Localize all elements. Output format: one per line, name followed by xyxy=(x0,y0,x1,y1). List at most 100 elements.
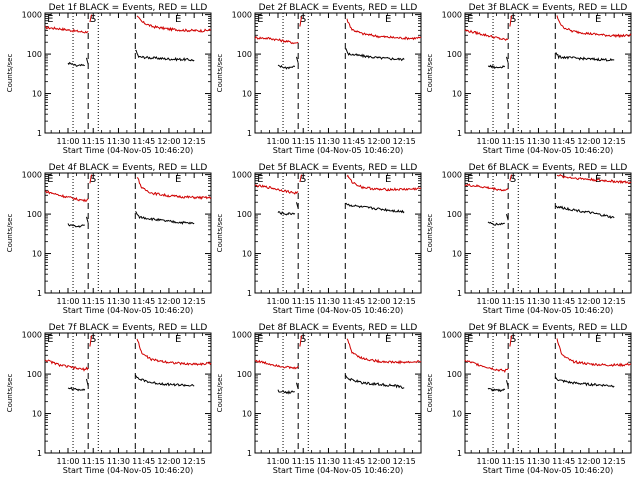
y-tick-label: 1 xyxy=(37,449,42,458)
series-events-line xyxy=(555,205,615,219)
series-events-line xyxy=(345,202,405,214)
chart-title: Det 6f BLACK = Events, RED = LLD xyxy=(469,163,628,173)
marker-S: S xyxy=(300,334,306,345)
plot-frame xyxy=(254,332,422,454)
x-tick-label: 11:45 xyxy=(342,297,365,306)
plot-frame xyxy=(464,12,632,134)
series-lld-line xyxy=(299,335,302,347)
panel-det-1: Det 1f BLACK = Events, RED = LLD 1 10 100 10… xyxy=(6,3,212,155)
series-lld-line xyxy=(89,174,92,184)
y-tick-label: 1 xyxy=(457,289,462,298)
chart-title: Det 9f BLACK = Events, RED = LLD xyxy=(469,323,628,333)
series-events-line xyxy=(86,378,89,387)
series-lld-line xyxy=(89,14,92,23)
x-tick-label: 12:00 xyxy=(577,137,600,146)
series-events-line xyxy=(554,376,615,388)
series-lld-line xyxy=(346,338,422,365)
x-tick-label: 11:15 xyxy=(82,457,105,466)
x-tick-label: 12:15 xyxy=(393,137,416,146)
x-tick-label: 12:15 xyxy=(393,297,416,306)
series-lld-line xyxy=(556,173,632,184)
panel-det-7: Det 7f BLACK = Events, RED = LLD 1 10 100 10… xyxy=(6,323,212,475)
marker-S: S xyxy=(90,174,96,185)
x-tick-label: 11:45 xyxy=(342,137,365,146)
x-tick-label: 11:45 xyxy=(342,457,365,466)
marker-E: E xyxy=(47,174,53,185)
series-lld-line xyxy=(45,25,89,34)
series-events-line xyxy=(487,64,506,70)
marker-E: E xyxy=(175,334,181,345)
plot-frame xyxy=(44,332,212,454)
plot-frame xyxy=(464,172,632,294)
marker-E: E xyxy=(257,14,263,25)
y-tick-label: 100 xyxy=(237,370,252,379)
x-tick-label: 11:15 xyxy=(292,457,315,466)
x-axis-label: Start Time (04-Nov-05 10:46:20) xyxy=(63,466,193,475)
y-tick-label: 1000 xyxy=(232,11,252,20)
series-events-line xyxy=(135,211,195,225)
x-axis-label: Start Time (04-Nov-05 10:46:20) xyxy=(483,306,613,315)
y-axis-label: Counts/sec xyxy=(426,374,434,413)
x-tick-label: 11:00 xyxy=(476,137,499,146)
x-tick-label: 11:30 xyxy=(527,457,550,466)
marker-E: E xyxy=(47,334,53,345)
series-events-line xyxy=(67,386,86,392)
series-events-line xyxy=(296,382,299,390)
chart-title: Det 1f BLACK = Events, RED = LLD xyxy=(49,3,208,13)
x-tick-label: 11:30 xyxy=(317,137,340,146)
y-axis-label: Counts/sec xyxy=(216,374,224,413)
marker-E: E xyxy=(47,14,53,25)
x-tick-label: 12:00 xyxy=(577,297,600,306)
x-tick-label: 12:00 xyxy=(157,297,180,306)
x-axis-label: Start Time (04-Nov-05 10:46:20) xyxy=(63,306,193,315)
x-tick-label: 11:00 xyxy=(56,297,79,306)
x-tick-label: 11:00 xyxy=(476,297,499,306)
x-axis-label: Start Time (04-Nov-05 10:46:20) xyxy=(273,146,403,155)
series-events-line xyxy=(344,374,405,389)
x-tick-label: 11:45 xyxy=(132,457,155,466)
series-lld-line xyxy=(556,338,632,368)
x-tick-label: 11:15 xyxy=(502,457,525,466)
x-axis-label: Start Time (04-Nov-05 10:46:20) xyxy=(483,146,613,155)
y-tick-label: 1000 xyxy=(232,331,252,340)
chart-title: Det 5f BLACK = Events, RED = LLD xyxy=(259,163,418,173)
series-events-line xyxy=(277,210,296,216)
x-tick-label: 12:15 xyxy=(183,457,206,466)
x-tick-label: 12:15 xyxy=(603,137,626,146)
y-tick-label: 1 xyxy=(247,129,252,138)
x-tick-label: 11:30 xyxy=(107,297,130,306)
plot-frame xyxy=(464,332,632,454)
marker-E: E xyxy=(175,14,181,25)
series-events-line xyxy=(67,61,85,67)
series-lld-line xyxy=(509,15,512,27)
x-tick-label: 11:15 xyxy=(502,137,525,146)
y-tick-label: 100 xyxy=(447,370,462,379)
y-tick-label: 100 xyxy=(447,50,462,59)
x-tick-label: 12:00 xyxy=(367,457,390,466)
x-tick-label: 11:45 xyxy=(552,297,575,306)
y-tick-label: 1 xyxy=(37,289,42,298)
marker-S: S xyxy=(510,14,516,25)
marker-E: E xyxy=(595,14,601,25)
panel-det-2: Det 2f BLACK = Events, RED = LLD 1 10 100 10… xyxy=(216,3,422,155)
y-axis-label: Counts/sec xyxy=(216,214,224,253)
series-events-line xyxy=(506,380,509,387)
y-tick-label: 1000 xyxy=(22,331,42,340)
chart-title: Det 3f BLACK = Events, RED = LLD xyxy=(469,3,628,13)
x-tick-label: 11:15 xyxy=(82,137,105,146)
y-axis-label: Counts/sec xyxy=(426,214,434,253)
series-lld-line xyxy=(136,338,212,366)
y-axis-label: Counts/sec xyxy=(6,214,14,253)
series-events-line xyxy=(67,223,85,228)
marker-E: E xyxy=(385,174,391,185)
series-lld-line xyxy=(254,36,299,45)
y-axis-label: Counts/sec xyxy=(216,54,224,93)
x-tick-label: 11:00 xyxy=(56,137,79,146)
y-tick-label: 10 xyxy=(32,410,42,419)
x-axis-label: Start Time (04-Nov-05 10:46:20) xyxy=(63,146,193,155)
x-tick-label: 12:15 xyxy=(183,137,206,146)
x-tick-label: 11:15 xyxy=(502,297,525,306)
series-events-line xyxy=(506,213,509,221)
series-lld-line xyxy=(44,190,89,203)
